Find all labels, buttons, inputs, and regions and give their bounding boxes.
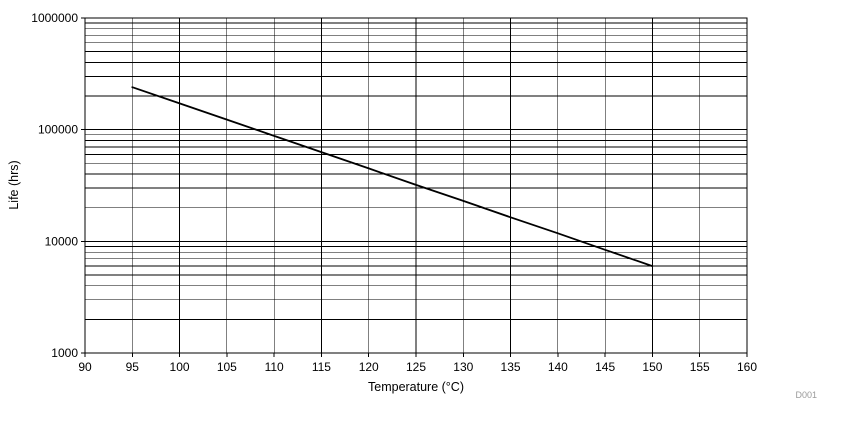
svg-text:160: 160 — [737, 360, 757, 374]
svg-text:130: 130 — [453, 360, 473, 374]
y-tick-labels: 1000 10000 100000 1000000 — [31, 11, 78, 360]
svg-text:100000: 100000 — [38, 123, 78, 137]
svg-text:155: 155 — [690, 360, 710, 374]
svg-text:145: 145 — [595, 360, 615, 374]
svg-text:150: 150 — [642, 360, 662, 374]
svg-text:140: 140 — [548, 360, 568, 374]
y-axis-title: Life (hrs) — [7, 160, 21, 210]
svg-text:115: 115 — [312, 360, 331, 374]
x-tick-labels: 90 95 100 105 110 115 120 125 130 135 140 145 150 155… — [78, 360, 757, 374]
svg-text:1000: 1000 — [51, 346, 78, 360]
svg-text:90: 90 — [78, 360, 92, 374]
svg-text:120: 120 — [359, 360, 379, 374]
svg-text:100: 100 — [170, 360, 190, 374]
x-axis-title: Temperature (°C) — [368, 380, 464, 394]
axis-ticks — [81, 17, 748, 357]
svg-text:105: 105 — [217, 360, 237, 374]
svg-text:10000: 10000 — [45, 234, 79, 248]
svg-text:125: 125 — [406, 360, 426, 374]
figure-id-watermark: D001 — [795, 390, 817, 400]
life-curve — [131, 86, 654, 268]
svg-text:1000000: 1000000 — [31, 11, 78, 25]
svg-text:95: 95 — [126, 360, 140, 374]
svg-text:135: 135 — [501, 360, 521, 374]
svg-text:110: 110 — [265, 360, 284, 374]
